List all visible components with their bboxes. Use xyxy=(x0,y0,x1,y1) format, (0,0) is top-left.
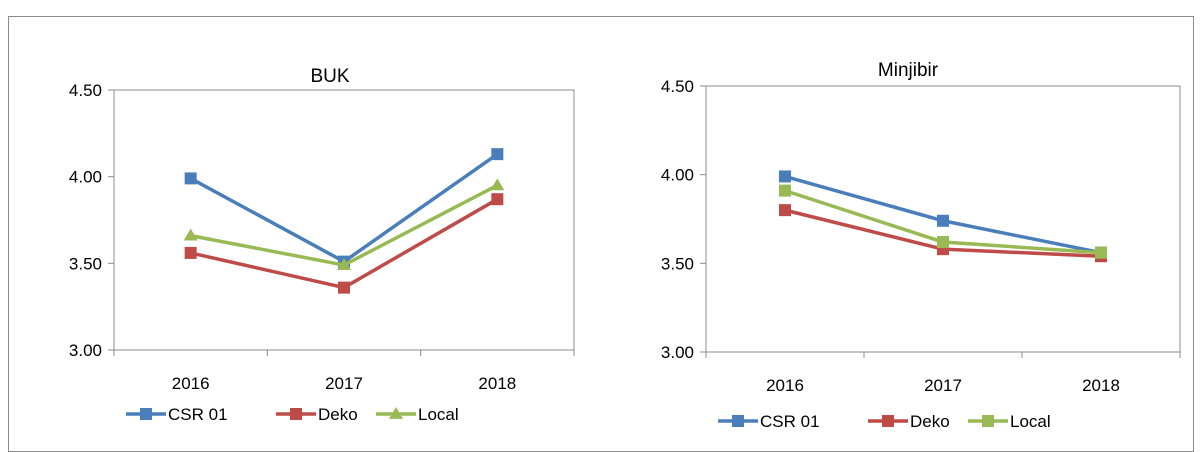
legend-item: Local xyxy=(968,412,1051,431)
data-point xyxy=(937,214,949,227)
data-point xyxy=(337,258,351,270)
y-tick-label: 4.00 xyxy=(661,166,694,185)
data-point xyxy=(1095,246,1107,259)
y-tick-label: 4.50 xyxy=(661,77,694,96)
chart-title: Minjibir xyxy=(878,60,939,81)
legend-label: CSR 01 xyxy=(168,405,228,424)
y-tick-label: 4.50 xyxy=(69,81,102,100)
legend-label: Deko xyxy=(318,405,358,424)
legend-label: Local xyxy=(418,405,459,424)
legend-item: CSR 01 xyxy=(718,412,820,431)
data-point xyxy=(490,178,505,191)
data-point xyxy=(937,236,949,249)
legend-marker xyxy=(389,407,403,419)
data-point xyxy=(779,204,791,217)
x-tick-label: 2017 xyxy=(325,374,363,393)
legend-marker xyxy=(882,415,894,427)
x-tick-label: 2018 xyxy=(478,374,516,393)
legend-item: CSR 01 xyxy=(126,405,228,424)
chart-title: BUK xyxy=(310,66,349,87)
y-tick-label: 3.50 xyxy=(69,254,102,273)
legend-label: Deko xyxy=(910,412,950,431)
plot-area xyxy=(705,85,1181,353)
legend-item: Local xyxy=(376,405,459,424)
y-tick-label: 4.00 xyxy=(69,168,102,187)
legend-item: Deko xyxy=(868,412,950,431)
data-point xyxy=(184,246,197,259)
data-point xyxy=(183,228,198,241)
data-point xyxy=(779,170,791,183)
legend-label: Local xyxy=(1010,412,1051,431)
chart-1: BUK 3.00 3.50 4.00 4.50 2016 2017 2018 CSR 01 Dek… xyxy=(69,66,575,424)
data-point xyxy=(779,184,791,197)
y-tick-label: 3.50 xyxy=(661,254,694,273)
data-point xyxy=(338,281,350,294)
data-point xyxy=(491,148,504,161)
legend-label: CSR 01 xyxy=(760,412,820,431)
legend-marker xyxy=(140,408,152,420)
y-tick-label: 3.00 xyxy=(69,341,102,360)
data-point xyxy=(491,193,504,206)
legend-marker xyxy=(732,415,744,427)
data-point xyxy=(184,172,197,185)
x-tick-label: 2018 xyxy=(1082,376,1120,395)
y-tick-label: 3.00 xyxy=(661,343,694,362)
plot-area xyxy=(113,89,575,351)
chart-2: Minjibir 3.00 3.50 4.00 4.50 2016 2017 2018 CSR … xyxy=(661,60,1181,431)
x-tick-label: 2016 xyxy=(172,374,210,393)
legend-item: Deko xyxy=(276,405,358,424)
legend-marker xyxy=(982,415,994,427)
x-tick-label: 2017 xyxy=(924,376,962,395)
x-tick-label: 2016 xyxy=(766,376,804,395)
legend-marker xyxy=(290,408,302,420)
